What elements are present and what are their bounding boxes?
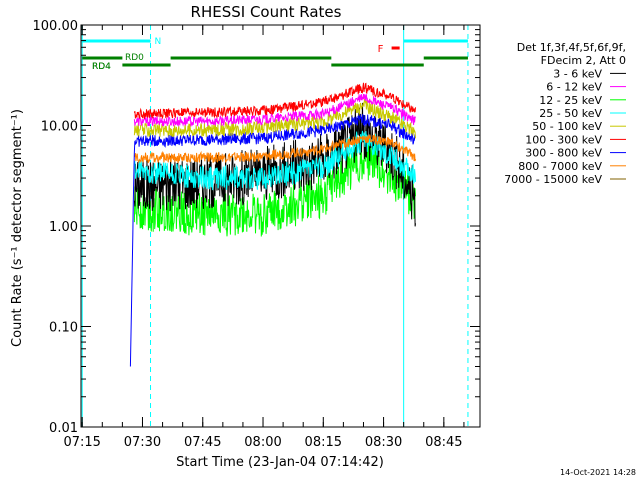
legend-header-line: Det 1f,3f,4f,5f,6f,9f,: [517, 41, 626, 54]
legend: Det 1f,3f,4f,5f,6f,9f,FDecim 2, Att 03 -…: [504, 41, 626, 186]
legend-entry-label: 800 - 7000 keV: [518, 160, 602, 173]
saa-bar-label-1: RD4: [92, 62, 111, 72]
legend-entry-label: 7000 - 15000 keV: [504, 173, 602, 186]
x-tick-label: 08:30: [365, 435, 402, 450]
y-tick-label: 0.10: [49, 321, 78, 336]
series-line-800-7000-kev: [133, 132, 416, 164]
series-line-12-25-kev: [133, 134, 416, 237]
x-tick-label: 08:00: [244, 435, 281, 450]
y-tick-label: 0.01: [49, 421, 78, 436]
chart-title: RHESSI Count Rates: [191, 3, 342, 21]
legend-header-line: FDecim 2, Att 0: [541, 54, 626, 67]
legend-entry-label: 25 - 50 keV: [539, 107, 602, 120]
axes: 0.01 0.10 1.00 10.00 100.00 07:15 07:30 07:45 08…: [33, 19, 481, 450]
legend-entry-label: 12 - 25 keV: [539, 94, 602, 107]
legend-entry-label: 300 - 800 keV: [525, 147, 602, 160]
legend-entry-label: 50 - 100 keV: [532, 120, 602, 133]
y-axis-label: Count Rate (s⁻¹ detector segment⁻¹): [10, 109, 25, 347]
series-line-300-800-kev: [129, 113, 416, 367]
y-tick-label: 10.00: [41, 120, 78, 135]
series-line-50-100-kev: [133, 98, 416, 139]
series-line-100-300-kev: [133, 82, 416, 120]
saa-bar-label-2: RD0: [125, 53, 144, 63]
saa-bar-label-0: RD4: [92, 62, 111, 72]
x-axis-label: Start Time (23-Jan-04 07:14:42): [176, 455, 384, 470]
x-tick-label: 07:15: [63, 435, 100, 450]
night-bar-label: N: [155, 37, 162, 47]
x-tick-label: 07:30: [124, 435, 161, 450]
x-tick-label: 08:15: [305, 435, 342, 450]
x-tick-label: 08:45: [425, 435, 462, 450]
legend-entry-label: 6 - 12 keV: [546, 81, 602, 94]
y-tick-label: 100.00: [33, 19, 79, 34]
legend-entry-label: 100 - 300 keV: [525, 133, 602, 146]
footer-timestamp: 14-Oct-2021 14:28: [560, 468, 636, 477]
y-tick-label: 1.00: [49, 220, 78, 235]
x-tick-label: 07:45: [184, 435, 221, 450]
legend-entry-label: 3 - 6 keV: [553, 67, 602, 80]
series-line-6-12-kev: [133, 93, 416, 128]
flare-marker-label: F: [378, 44, 384, 55]
